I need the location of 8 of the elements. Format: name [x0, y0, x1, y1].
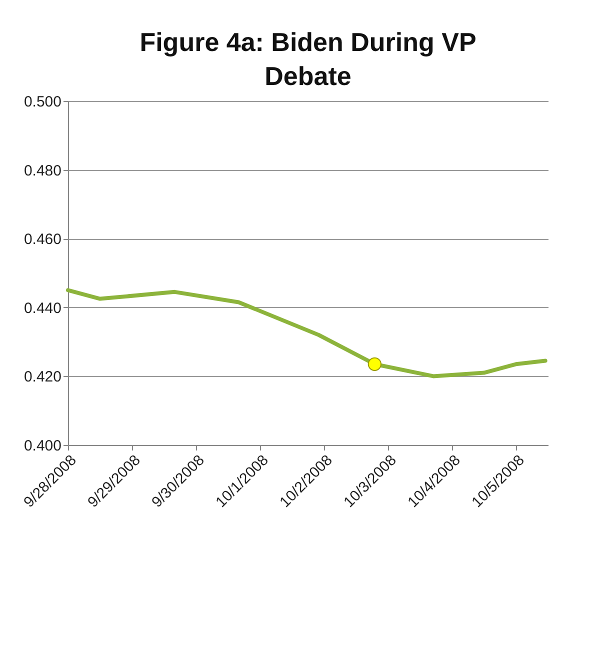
y-tick-label: 0.460	[24, 231, 62, 248]
y-tick-label: 0.500	[24, 94, 62, 110]
y-tick-label: 0.480	[24, 162, 62, 180]
y-tick-label: 0.420	[24, 368, 62, 386]
y-tick-label: 0.400	[24, 438, 62, 454]
chart-title: Figure 4a: Biden During VP Debate	[140, 27, 476, 91]
y-tick-label: 0.440	[24, 300, 62, 317]
line-series	[66, 288, 548, 378]
